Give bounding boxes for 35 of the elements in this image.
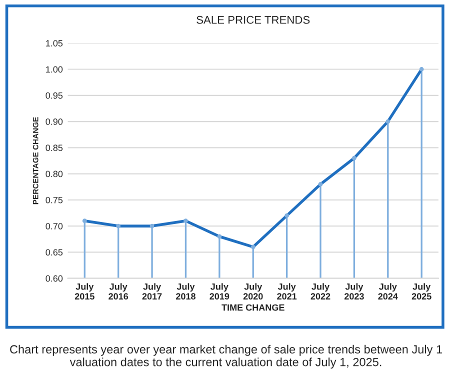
chart-title: SALE PRICE TRENDS <box>196 16 310 24</box>
point <box>150 224 154 228</box>
x-tick-label: July 2021 <box>277 283 297 300</box>
x-tick-label: July 2018 <box>176 283 196 300</box>
y-tick-label: 1.05 <box>46 40 63 46</box>
x-tick-label: July 2017 <box>142 283 162 300</box>
y-tick-label: 0.60 <box>46 275 63 282</box>
x-tick-label: July 2024 <box>378 283 398 300</box>
point <box>419 67 424 72</box>
y-tick-label: 0.65 <box>46 249 63 256</box>
x-tick-label: July 2016 <box>108 283 128 300</box>
point <box>386 119 390 124</box>
point <box>184 218 188 224</box>
y-tick-label: 0.95 <box>46 92 63 99</box>
point <box>217 234 222 239</box>
x-tick-label: July 2022 <box>310 283 330 300</box>
text: Chart represents year over year market change of sale price trends between July 1 valuation dates to the current valuation date of July 1, 2025. <box>10 344 442 369</box>
x-tick-label: July 2019 <box>210 283 230 300</box>
x-tick-label: July 2020 <box>243 283 263 300</box>
point <box>352 156 356 160</box>
point <box>284 213 290 218</box>
y-tick-label: 0.75 <box>46 196 63 204</box>
point <box>82 218 87 224</box>
x-tick-label: July 2015 <box>74 283 94 300</box>
point <box>116 224 121 228</box>
y-tick-label: 1.00 <box>46 66 63 73</box>
y-tick-label: 0.80 <box>46 170 63 178</box>
point <box>318 182 323 186</box>
x-tick-label: July 2023 <box>344 283 364 300</box>
y-tick-label: 0.70 <box>46 223 63 230</box>
y-tick-label: 0.90 <box>46 118 63 125</box>
y-tick-label: 0.85 <box>46 144 63 152</box>
x-axis-title: TIME CHANGE <box>222 304 284 311</box>
x-tick-label: July 2025 <box>412 283 432 300</box>
point <box>250 244 256 250</box>
